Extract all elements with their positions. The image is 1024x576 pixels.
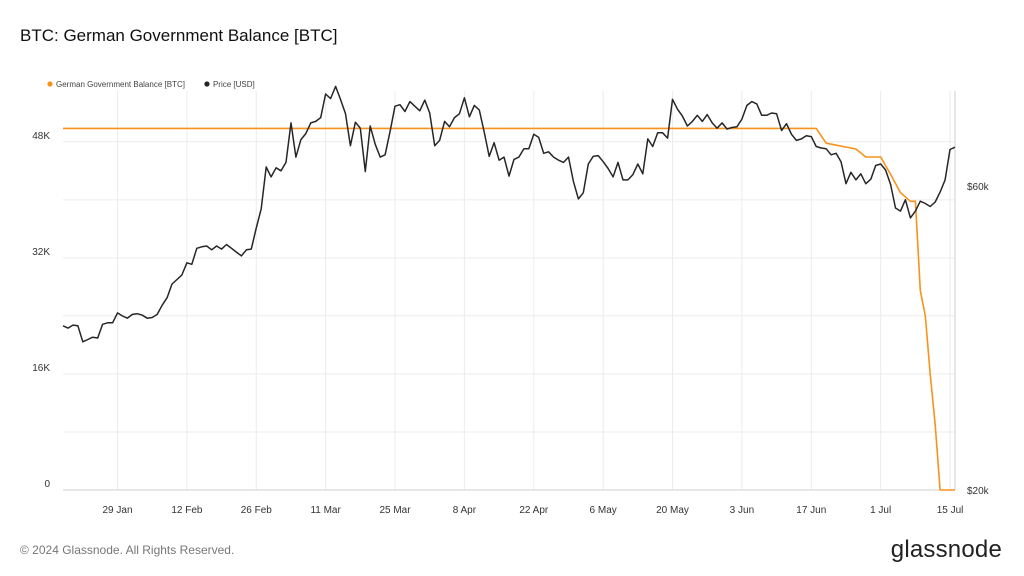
chart-title: BTC: German Government Balance [BTC]	[20, 26, 338, 45]
x-tick-label: 20 May	[656, 505, 689, 516]
x-tick-label: 1 Jul	[870, 505, 891, 516]
series-line-balance	[63, 127, 955, 491]
x-tick-label: 25 Mar	[379, 505, 411, 516]
series-line-price	[62, 85, 956, 343]
y-left-tick-label: 16K	[32, 363, 50, 374]
x-tick-label: 11 Mar	[310, 505, 341, 516]
series-layer	[62, 85, 956, 491]
copyright-text: © 2024 Glassnode. All Rights Reserved.	[20, 543, 235, 557]
x-tick-label: 22 Apr	[519, 505, 549, 516]
x-tick-label: 8 Apr	[453, 505, 477, 516]
x-tick-label: 26 Feb	[241, 505, 273, 516]
legend-marker	[204, 81, 210, 87]
x-tick-label: 15 Jul	[937, 505, 964, 516]
y-left-tick-label: 0	[44, 479, 50, 490]
legend[interactable]: German Government Balance [BTC] Price [US…	[47, 80, 255, 89]
legend-label: Price [USD]	[213, 80, 255, 89]
x-tick-label: 29 Jan	[102, 505, 132, 516]
y-left-tick-label: 32K	[32, 247, 50, 258]
y-right-tick-label: $60k	[967, 182, 990, 193]
x-tick-label: 3 Jun	[730, 505, 754, 516]
x-tick-label: 12 Feb	[171, 505, 203, 516]
axis-layer: 29 Jan 12 Feb 26 Feb 11 Mar 25 Mar 8 Apr 22 Ap…	[32, 91, 990, 516]
x-tick-label: 17 Jun	[796, 505, 826, 516]
legend-marker	[47, 81, 53, 87]
y-left-tick-label: 48K	[32, 131, 50, 142]
legend-label: German Government Balance [BTC]	[56, 80, 185, 89]
x-tick-label: 6 May	[590, 505, 617, 516]
y-right-tick-label: $20k	[967, 486, 990, 497]
grid-layer	[63, 91, 955, 490]
brand-logo[interactable]: glassnode	[890, 536, 1002, 563]
